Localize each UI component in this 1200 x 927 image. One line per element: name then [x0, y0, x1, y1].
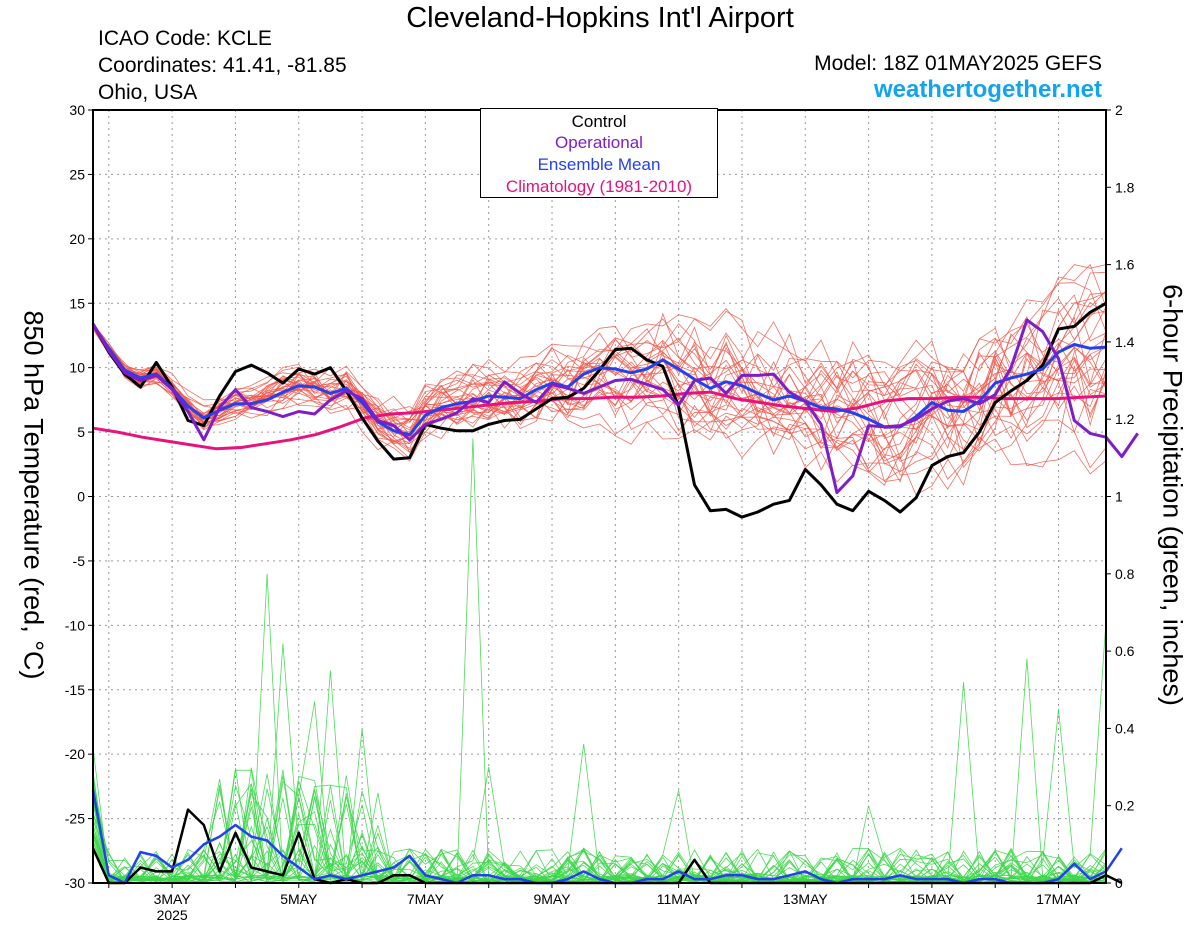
- grid-lines: [93, 110, 1106, 883]
- legend: Control Operational Ensemble Mean Climat…: [480, 108, 718, 198]
- chart-title: Cleveland-Hopkins Int'l Airport: [406, 2, 794, 34]
- ensemble-member-temp: [92, 294, 1107, 453]
- y-tick-label: 10: [69, 360, 85, 376]
- y2-tick-label: 0.4: [1115, 720, 1135, 736]
- ensemble-members-precipitation: [92, 438, 1107, 884]
- ensemble-member-precip: [92, 775, 1107, 884]
- x-tick-label: 7MAY: [407, 891, 445, 907]
- y-axis-label-temperature: 850 hPa Temperature (red, °C): [18, 310, 49, 680]
- y2-tick-label: 1.6: [1115, 257, 1135, 273]
- x-tick-label: 15MAY: [909, 891, 955, 907]
- y2-tick-label: 2: [1115, 102, 1123, 118]
- y-tick-label: 15: [69, 295, 85, 311]
- series-ensemble-mean-precip: [91, 789, 1123, 885]
- ensemble-members-temperature: [92, 263, 1107, 496]
- ensemble-member-temp: [92, 301, 1107, 496]
- ensemble-member-precip: [92, 709, 1107, 884]
- series-operational: [91, 318, 1139, 495]
- ensemble-member-temp: [92, 328, 1107, 472]
- y2-tick-label: 0: [1115, 875, 1123, 891]
- y-tick-label: -20: [65, 746, 85, 762]
- y2-tick-label: 0.8: [1115, 566, 1135, 582]
- y-tick-label: -25: [65, 811, 85, 827]
- x-tick-label: 11MAY: [657, 891, 701, 907]
- ensemble-member-temp: [92, 290, 1107, 480]
- x-tick-label: 13MAY: [783, 891, 829, 907]
- ensemble-member-precip: [92, 743, 1107, 884]
- x-tick-label: 17MAY: [1036, 891, 1082, 907]
- icao-code: ICAO Code: KCLE: [98, 27, 272, 50]
- x-tick-label: 3MAY: [154, 891, 192, 907]
- y2-tick-label: 1.2: [1115, 411, 1135, 427]
- series-climatology-1981-2010: [92, 390, 1107, 451]
- y-tick-label: -10: [65, 617, 85, 633]
- y-axis-label-precipitation: 6-hour Precipitation (green, inches): [1157, 284, 1188, 706]
- ensemble-member-temp: [92, 323, 1107, 486]
- y2-tick-label: 1.8: [1115, 179, 1135, 195]
- ensemble-member-temp: [92, 324, 1107, 463]
- model-run: Model: 18Z 01MAY2025 GEFS: [814, 52, 1102, 75]
- ensemble-member-temp: [92, 325, 1107, 452]
- legend-operational: Operational: [555, 133, 643, 152]
- legend-control: Control: [571, 112, 627, 131]
- axes: -30-25-20-15-10-505101520253000.20.40.60…: [65, 102, 1135, 923]
- x-tick-label: 9MAY: [533, 891, 571, 907]
- legend-climatology: Climatology (1981-2010): [505, 177, 693, 196]
- ensemble-member-precip: [92, 620, 1107, 884]
- y-tick-label: 5: [77, 424, 85, 440]
- ensemble-member-temp: [92, 322, 1107, 475]
- y-tick-label: -30: [65, 875, 85, 891]
- y2-tick-label: 1: [1115, 489, 1123, 505]
- y2-tick-label: 0.2: [1115, 798, 1135, 814]
- x-tick-sublabel: 2025: [157, 907, 188, 923]
- x-tick-label: 5MAY: [280, 891, 318, 907]
- series-control: [91, 301, 1107, 519]
- y-tick-label: -15: [65, 682, 85, 698]
- y-tick-label: 0: [77, 489, 85, 505]
- y-tick-label: 30: [69, 102, 85, 118]
- ensemble-member-temp: [92, 326, 1107, 442]
- y2-tick-label: 1.4: [1115, 334, 1135, 350]
- ensemble-member-precip: [92, 767, 1107, 883]
- y-tick-label: -5: [73, 553, 86, 569]
- ensemble-member-precip: [92, 825, 1107, 884]
- legend-ensemble-mean: Ensemble Mean: [537, 155, 661, 174]
- coordinates: Coordinates: 41.41, -81.85: [98, 54, 347, 77]
- ensemble-member-temp: [92, 271, 1107, 462]
- region: Ohio, USA: [98, 81, 198, 104]
- site-link[interactable]: weathertogether.net: [873, 76, 1102, 103]
- y2-tick-label: 0.6: [1115, 643, 1135, 659]
- ensemble-member-temp: [92, 282, 1107, 439]
- y-tick-label: 25: [69, 166, 85, 182]
- y-tick-label: 20: [69, 231, 85, 247]
